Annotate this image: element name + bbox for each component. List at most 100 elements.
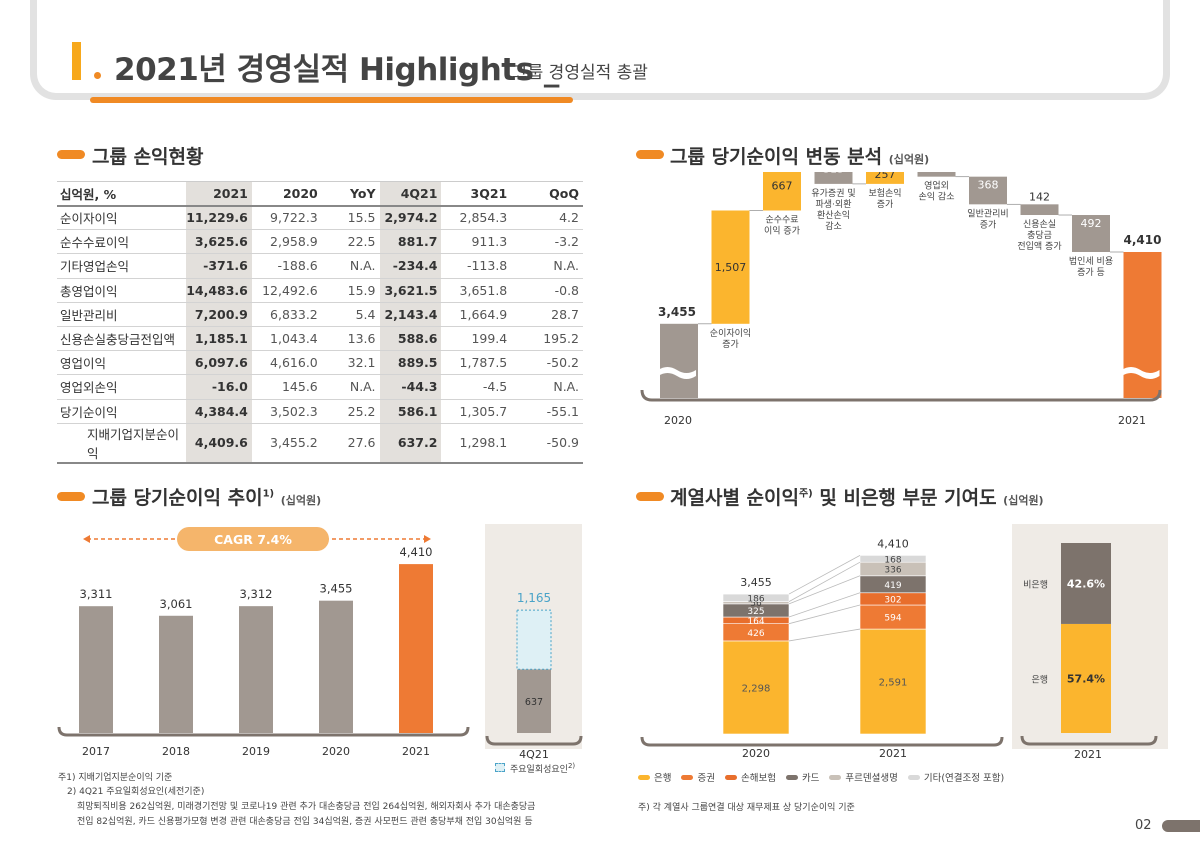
- table-row: 영업외손익 -16.0 145.6 N.A. -44.3 -4.5 N.A.: [57, 374, 583, 400]
- bank-pct: 57.4%: [1067, 672, 1105, 685]
- cagr-badge: [177, 527, 329, 551]
- legend-swatch: [829, 774, 842, 780]
- waterfall-step-label: 일반관리비: [967, 208, 1008, 219]
- table-cell: N.A.: [321, 253, 380, 279]
- trend-x-label: 2017: [82, 745, 110, 758]
- affiliate-unit: (십억원): [1003, 494, 1044, 507]
- table-cell: 2,854.3: [441, 205, 512, 231]
- table-cell: 6,097.6: [186, 350, 252, 376]
- table-cell: 4,409.6: [186, 423, 252, 464]
- table-cell: 1,298.1: [441, 423, 512, 464]
- header-cell: YoY: [321, 181, 380, 207]
- table-cell: 22.5: [321, 229, 380, 255]
- legend-swatch: [724, 774, 737, 780]
- table-cell: N.A.: [511, 374, 583, 400]
- table-cell: 145.6: [251, 374, 322, 400]
- table-row: 일반관리비 7,200.9 6,833.2 5.4 2,143.4 1,664.9 28.7: [57, 302, 583, 327]
- table-cell: 15.9: [321, 278, 380, 303]
- footnote-4: 전입 82십억원, 카드 신용평가모형 변경 관련 대손충당금 전입 34십억원…: [77, 817, 533, 827]
- waterfall-bar: [917, 172, 956, 177]
- trend-x-label: 2021: [402, 745, 430, 758]
- stack-x-label: 2021: [879, 747, 907, 760]
- table-cell: 13.6: [321, 326, 380, 352]
- connector-line: [788, 575, 861, 605]
- table-cell: 1,305.7: [441, 399, 512, 424]
- legend-label: 카드: [801, 773, 820, 784]
- table-cell: 1,664.9: [441, 302, 512, 327]
- waterfall-step-label: 보험손익: [868, 187, 901, 199]
- table-cell: -55.1: [511, 399, 583, 424]
- row-label: 영업외손익: [57, 374, 187, 400]
- bank-label: 은행: [1031, 673, 1048, 685]
- waterfall-value-label: 313: [823, 172, 844, 175]
- table-cell: 6,833.2: [251, 302, 322, 327]
- waterfall-bar: [1020, 204, 1059, 216]
- legend-swatch: [638, 774, 650, 780]
- waterfall-bar: [969, 176, 1007, 205]
- legend-item: 기타(연결조정 포함): [907, 770, 1005, 784]
- header-accent-bar: [72, 42, 81, 80]
- table-row: 기타영업손익 -371.6 -188.6 N.A. -234.4 -113.8 N.A.: [57, 253, 583, 279]
- table-row: 영업이익 6,097.6 4,616.0 32.1 889.5 1,787.5 -50.2: [57, 350, 583, 376]
- legend-label: 증권: [697, 773, 715, 784]
- segment-label: 186: [747, 594, 764, 604]
- waterfall-total-label: 3,455: [658, 305, 696, 319]
- nonbank-bar: [1061, 543, 1111, 624]
- row-label: 총영업이익: [57, 278, 187, 303]
- one-off-legend-sup: 2): [567, 762, 576, 770]
- table-cell: 3,455.2: [251, 423, 322, 464]
- table-cell: 2,143.4: [379, 302, 442, 327]
- header-underline: [90, 97, 573, 103]
- q4-x-label: 4Q21: [519, 748, 549, 761]
- table-cell: -3.2: [511, 229, 583, 255]
- table-row: 순수수료이익 3,625.6 2,958.9 22.5 881.7 911.3 -3.2: [57, 229, 583, 255]
- trend-x-label: 2018: [162, 745, 190, 758]
- waterfall-bar: [1072, 215, 1110, 252]
- footnote-3: 희망퇴직비용 262십억원, 미래경기전망 및 코로나19 관련 추가 대손충당…: [77, 802, 536, 812]
- waterfall-step-label: 순수수료: [765, 215, 798, 226]
- connector-line: [788, 604, 861, 625]
- axis-bracket: [1020, 735, 1158, 746]
- table-row: 순이자이익 11,229.6 9,722.3 15.5 2,974.2 2,854.3 4.…: [57, 205, 583, 231]
- trend-value-label: 3,455: [320, 582, 353, 596]
- axis-break: [658, 367, 696, 379]
- table-cell: 3,651.8: [441, 278, 512, 303]
- table-cell: 3,621.5: [379, 278, 442, 303]
- q4-bar-base: [517, 669, 551, 733]
- pl-table: 십억원, % 2021 2020 YoY 4Q21 3Q21 QoQ 순이자이익…: [57, 181, 583, 464]
- waterfall-step-label: 감소: [825, 220, 842, 232]
- waterfall-title-text: 그룹 당기순이익 변동 분석: [670, 146, 883, 168]
- table-cell: -113.8: [441, 253, 512, 279]
- row-label: 신용손실충당금전입액: [57, 326, 187, 352]
- waterfall-value-label: 142: [1029, 190, 1050, 203]
- header-cell: QoQ: [511, 181, 583, 207]
- nonbank-pct: 42.6%: [1067, 577, 1105, 590]
- stacked-segment: [859, 628, 927, 735]
- legend-label: 손해보험: [740, 773, 776, 784]
- legend-item: 손해보험: [724, 770, 776, 784]
- waterfall-step-label: 파생·외환: [816, 198, 852, 210]
- table-cell: -44.3: [379, 374, 442, 400]
- waterfall-step-label: 신용손실: [1023, 219, 1056, 230]
- table-cell: -234.4: [379, 253, 442, 279]
- table-cell: 889.5: [379, 350, 442, 376]
- waterfall-value-label: 368: [978, 179, 999, 192]
- x-label-end: 2021: [1118, 414, 1146, 427]
- header-cell: 2020: [251, 181, 322, 207]
- table-row: 신용손실충당금전입액 1,185.1 1,043.4 13.6 588.6 199.4 19…: [57, 326, 583, 352]
- waterfall-bar: [660, 323, 698, 398]
- footnote-1: 주1) 지배기업지분순이익 기준: [58, 773, 173, 783]
- stack-total-label: 3,455: [740, 576, 772, 589]
- q4-base-label: 637: [525, 697, 543, 708]
- page-title: 2021년 경영실적 Highlights _: [114, 52, 559, 88]
- cagr-arrow-head: [424, 535, 431, 543]
- table-row: 당기순이익 4,384.4 3,502.3 25.2 586.1 1,305.7 -55.1: [57, 399, 583, 424]
- row-label: 당기순이익: [57, 399, 187, 424]
- legend-item: 카드: [785, 770, 820, 784]
- trend-unit: (십억원): [280, 494, 322, 507]
- q4-chart: 637 1,165 4Q21: [485, 591, 583, 761]
- waterfall-step-label: 환산손익: [817, 209, 850, 221]
- legend-label: 기타(연결조정 포함): [923, 773, 1005, 784]
